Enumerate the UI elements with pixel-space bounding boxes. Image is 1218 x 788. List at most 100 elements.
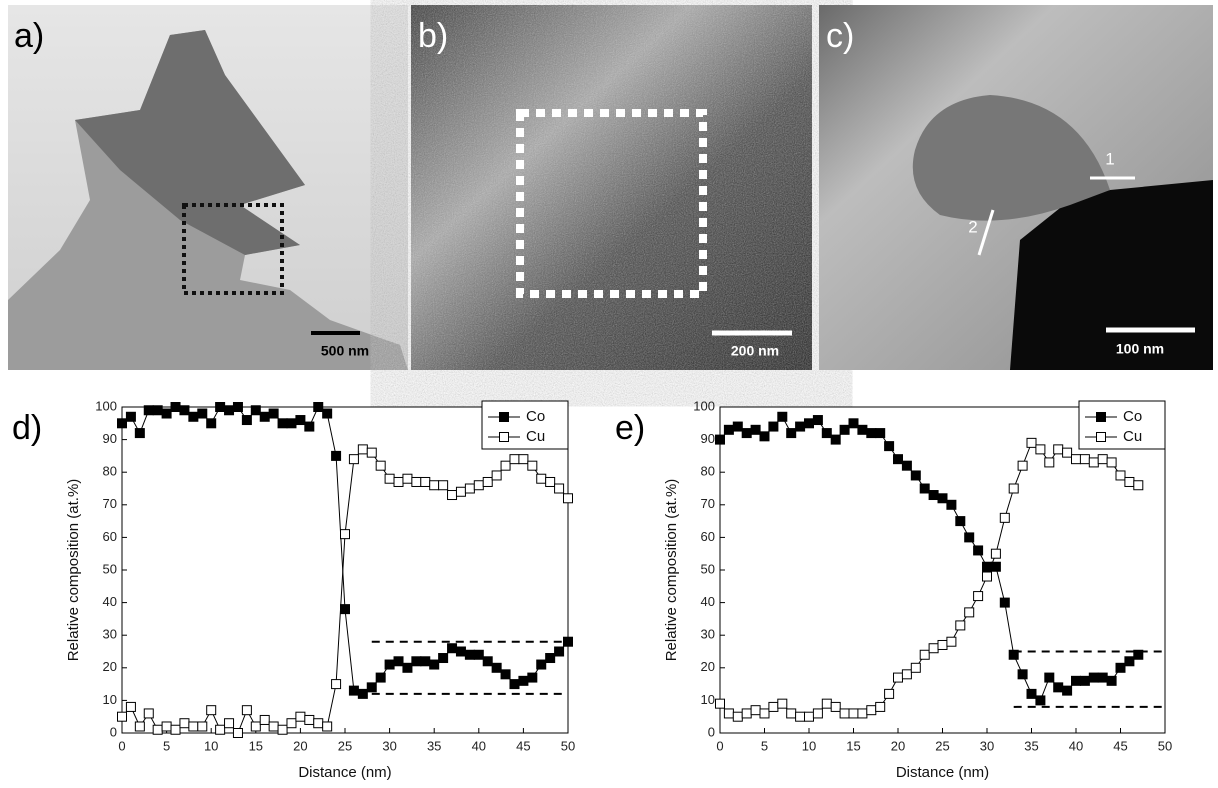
y-tick-label: 30: [103, 627, 117, 642]
x-tick-label: 25: [935, 738, 949, 753]
data-point: [1116, 471, 1125, 480]
legend-label: Co: [526, 408, 545, 425]
data-point: [555, 647, 564, 656]
data-point: [225, 719, 234, 728]
data-point: [920, 650, 929, 659]
data-point: [233, 403, 242, 412]
panel-label: c): [826, 17, 854, 55]
x-tick-label: 50: [561, 738, 575, 753]
data-point: [519, 676, 528, 685]
data-point: [358, 689, 367, 698]
y-tick-label: 80: [701, 464, 715, 479]
data-point: [456, 487, 465, 496]
data-point: [144, 709, 153, 718]
data-point: [876, 429, 885, 438]
data-point: [385, 660, 394, 669]
y-axis-title: Relative composition (at.%): [663, 479, 680, 662]
data-point: [269, 722, 278, 731]
legend-marker: [1097, 433, 1106, 442]
data-point: [421, 477, 430, 486]
data-point: [805, 712, 814, 721]
x-tick-label: 30: [382, 738, 396, 753]
data-point: [902, 461, 911, 470]
data-point: [1107, 458, 1116, 467]
scale-label: 200 nm: [731, 343, 779, 359]
data-point: [760, 709, 769, 718]
data-point: [1009, 484, 1018, 493]
data-point: [474, 650, 483, 659]
y-tick-label: 50: [701, 561, 715, 576]
x-tick-label: 40: [1069, 738, 1083, 753]
data-point: [332, 680, 341, 689]
data-point: [465, 484, 474, 493]
data-point: [189, 412, 198, 421]
data-point: [564, 637, 573, 646]
data-point: [894, 673, 903, 682]
data-point: [341, 530, 350, 539]
data-point: [787, 709, 796, 718]
data-point: [403, 474, 412, 483]
data-point: [956, 517, 965, 526]
data-point: [1000, 513, 1009, 522]
data-point: [1045, 673, 1054, 682]
data-point: [126, 702, 135, 711]
data-point: [805, 419, 814, 428]
data-point: [483, 477, 492, 486]
data-point: [938, 494, 947, 503]
data-point: [118, 419, 127, 428]
x-tick-label: 20: [891, 738, 905, 753]
data-point: [501, 461, 510, 470]
y-axis-title: Relative composition (at.%): [65, 479, 82, 662]
plot-frame: [122, 407, 568, 733]
data-point: [448, 491, 457, 500]
data-point: [305, 422, 314, 431]
data-point: [733, 712, 742, 721]
legend-label: Co: [1123, 408, 1142, 425]
x-axis-title: Distance (nm): [896, 764, 989, 781]
x-tick-label: 40: [472, 738, 486, 753]
data-point: [367, 683, 376, 692]
x-tick-label: 35: [1024, 738, 1038, 753]
data-point: [1072, 455, 1081, 464]
data-point: [126, 412, 135, 421]
data-point: [242, 706, 251, 715]
x-axis-title: Distance (nm): [298, 764, 391, 781]
data-point: [492, 663, 501, 672]
data-point: [813, 709, 822, 718]
data-point: [813, 416, 822, 425]
data-point: [938, 640, 947, 649]
data-point: [1080, 455, 1089, 464]
panel-label: a): [14, 17, 44, 55]
data-point: [305, 715, 314, 724]
data-point: [162, 722, 171, 731]
legend-label: Cu: [1123, 428, 1142, 445]
data-point: [314, 403, 323, 412]
y-tick-label: 40: [701, 594, 715, 609]
data-point: [1054, 683, 1063, 692]
data-point: [341, 605, 350, 614]
data-point: [180, 719, 189, 728]
data-point: [885, 442, 894, 451]
image-noise: [411, 5, 812, 370]
legend-marker: [500, 413, 509, 422]
data-point: [385, 474, 394, 483]
x-tick-label: 20: [293, 738, 307, 753]
data-point: [840, 709, 849, 718]
y-tick-label: 70: [103, 496, 117, 511]
data-point: [171, 403, 180, 412]
data-point: [849, 419, 858, 428]
y-tick-label: 80: [103, 464, 117, 479]
data-point: [314, 719, 323, 728]
data-point: [1098, 673, 1107, 682]
data-point: [323, 409, 332, 418]
data-point: [233, 729, 242, 738]
data-point: [769, 422, 778, 431]
series-line: [122, 449, 568, 733]
data-point: [716, 699, 725, 708]
data-point: [974, 546, 983, 555]
scale-label: 500 nm: [321, 343, 369, 359]
data-point: [751, 425, 760, 434]
data-point: [947, 500, 956, 509]
data-point: [421, 657, 430, 666]
data-point: [947, 637, 956, 646]
